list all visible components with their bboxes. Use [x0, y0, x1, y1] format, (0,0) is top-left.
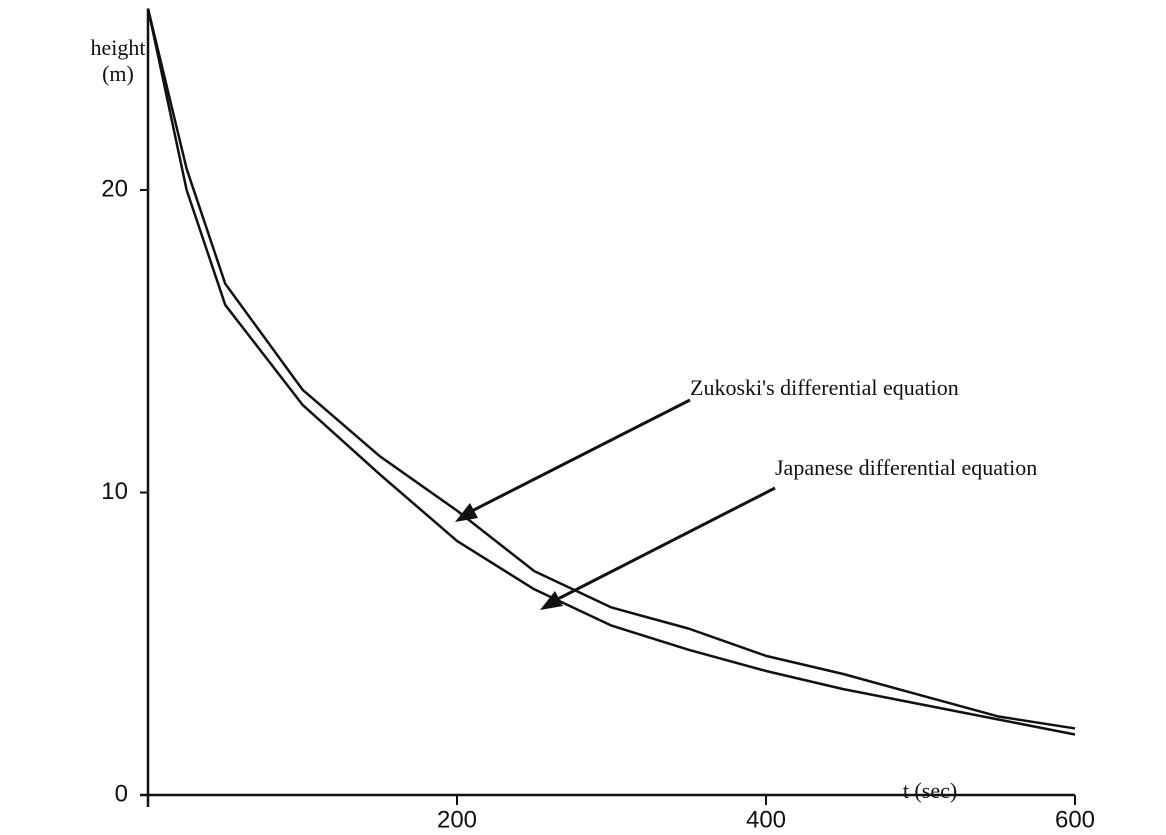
x-axis-label: t (sec) [903, 778, 957, 803]
x-tick-label: 600 [1055, 806, 1095, 833]
annotation-arrow [547, 486, 776, 606]
x-tick-label: 200 [437, 806, 477, 833]
series-annotation: Zukoski's differential equation [690, 375, 959, 400]
series-line [146, 8, 1076, 730]
arrow-head [540, 591, 563, 610]
y-tick-label: 20 [101, 175, 128, 202]
series-annotation: Japanese differential equation [775, 455, 1037, 480]
series-line [146, 8, 1076, 736]
arrow-head [455, 503, 478, 522]
y-axis-label: height [91, 35, 146, 60]
annotation-arrow [461, 398, 691, 518]
y-tick-label: 0 [115, 780, 128, 807]
y-axis-label: (m) [102, 61, 134, 86]
y-tick-label: 10 [101, 478, 128, 505]
x-tick-label: 400 [746, 806, 786, 833]
